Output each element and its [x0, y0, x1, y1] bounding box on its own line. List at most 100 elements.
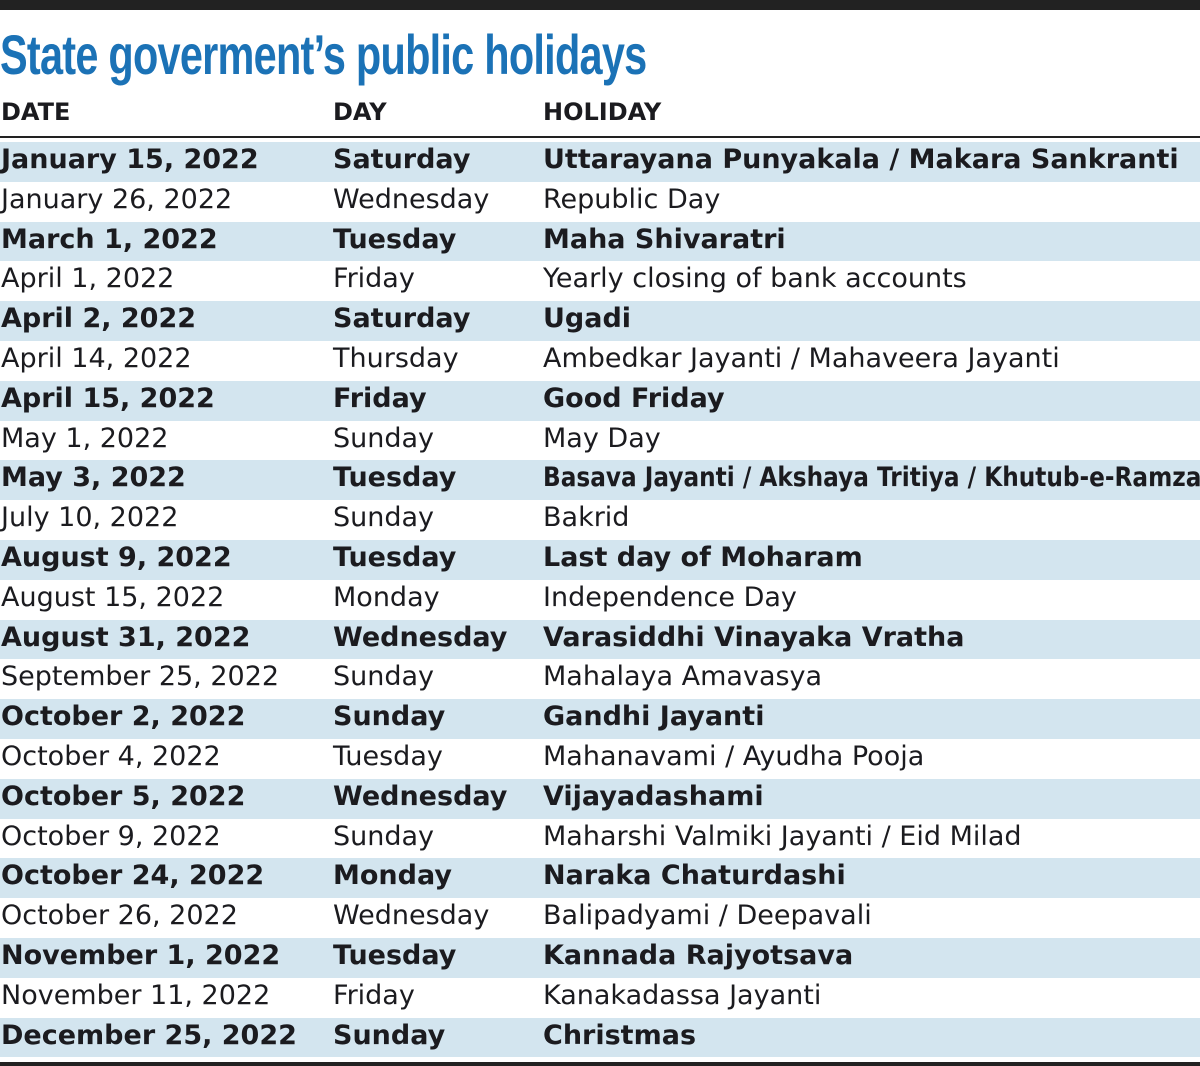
day-cell: Sunday — [333, 422, 435, 454]
date-cell: April 1, 2022 — [1, 263, 175, 295]
day-cell: Wednesday — [333, 900, 490, 932]
date-cell: April 15, 2022 — [1, 382, 215, 414]
date-cell: October 24, 2022 — [1, 860, 265, 892]
day-cell: Thursday — [333, 342, 459, 374]
holiday-cell: Bakrid — [543, 502, 630, 534]
header-day: DAY — [333, 98, 387, 126]
table-row: October 2, 2022 Sunday Gandhi Jayanti — [0, 699, 1200, 739]
holiday-cell: Balipadyami / Deepavali — [543, 900, 872, 932]
date-cell: August 31, 2022 — [1, 621, 251, 653]
header-date: DATE — [1, 98, 71, 126]
day-cell: Tuesday — [333, 462, 457, 494]
holiday-cell: Maharshi Valmiki Jayanti / Eid Milad — [543, 820, 1022, 852]
date-cell: August 15, 2022 — [1, 581, 225, 613]
page-title: State goverment’s public holidays — [0, 23, 647, 86]
date-cell: September 25, 2022 — [1, 661, 280, 693]
date-cell: March 1, 2022 — [1, 223, 218, 255]
table-row: May 1, 2022 Sunday May Day — [0, 421, 1200, 461]
holiday-cell: Last day of Moharam — [543, 541, 863, 573]
holiday-cell: Ugadi — [543, 303, 632, 335]
day-cell: Tuesday — [333, 541, 457, 573]
day-cell: Friday — [333, 382, 427, 414]
day-cell: Tuesday — [333, 740, 443, 772]
day-cell: Wednesday — [333, 780, 508, 812]
date-cell: October 26, 2022 — [1, 900, 238, 932]
holiday-cell: Naraka Chaturdashi — [543, 860, 846, 892]
bottom-rule — [0, 1062, 1200, 1066]
holiday-cell: Basava Jayanti / Akshaya Tritiya / Khutu… — [543, 462, 1200, 494]
day-cell: Monday — [333, 581, 440, 613]
date-cell: January 15, 2022 — [1, 144, 259, 175]
holiday-cell: Yearly closing of bank accounts — [543, 263, 967, 295]
table-row: October 9, 2022 Sunday Maharshi Valmiki Ja… — [0, 819, 1200, 859]
table-row: April 14, 2022 Thursday Ambedkar Jayanti /… — [0, 341, 1200, 381]
day-cell: Friday — [333, 263, 415, 295]
date-cell: July 10, 2022 — [1, 502, 179, 534]
day-cell: Sunday — [333, 701, 446, 733]
table-row: January 15, 2022 Saturday Uttarayana Punya… — [0, 142, 1200, 182]
holiday-table: January 15, 2022 Saturday Uttarayana Punya… — [0, 142, 1200, 1058]
date-cell: January 26, 2022 — [1, 183, 233, 215]
header-rule — [0, 136, 1200, 138]
date-cell: May 3, 2022 — [1, 462, 186, 494]
day-cell: Sunday — [333, 820, 435, 852]
table-row: October 4, 2022 Tuesday Mahanavami / Ayudh… — [0, 739, 1200, 779]
day-cell: Sunday — [333, 1019, 446, 1051]
holiday-cell: Varasiddhi Vinayaka Vratha — [543, 621, 965, 653]
day-cell: Wednesday — [333, 183, 490, 215]
date-cell: May 1, 2022 — [1, 422, 169, 454]
holiday-cell: Ambedkar Jayanti / Mahaveera Jayanti — [543, 342, 1060, 374]
table-row: April 1, 2022 Friday Yearly closing of ban… — [0, 261, 1200, 301]
table-row: November 11, 2022 Friday Kanakadassa Jayan… — [0, 978, 1200, 1018]
date-cell: April 14, 2022 — [1, 342, 192, 374]
table-row: October 24, 2022 Monday Naraka Chaturdashi — [0, 858, 1200, 899]
day-cell: Sunday — [333, 502, 435, 534]
table-row: December 25, 2022 Sunday Christmas — [0, 1017, 1200, 1058]
holiday-cell: Gandhi Jayanti — [543, 701, 765, 733]
holiday-cell: Mahalaya Amavasya — [543, 661, 823, 693]
table-row: March 1, 2022 Tuesday Maha Shivaratri — [0, 221, 1200, 262]
table-row: September 25, 2022 Sunday Mahalaya Amavasy… — [0, 659, 1200, 699]
date-cell: December 25, 2022 — [1, 1019, 297, 1051]
day-cell: Saturday — [333, 144, 471, 175]
holiday-cell: Vijayadashami — [543, 780, 764, 812]
table-row: October 26, 2022 Wednesday Balipadyami / D… — [0, 898, 1200, 938]
table-row: July 10, 2022 Sunday Bakrid — [0, 500, 1200, 540]
holiday-cell: Kanakadassa Jayanti — [543, 979, 822, 1011]
date-cell: April 2, 2022 — [1, 303, 197, 335]
holiday-cell: Maha Shivaratri — [543, 223, 786, 255]
table-row: August 9, 2022 Tuesday Last day of Moharam — [0, 539, 1200, 580]
header-holiday: HOLIDAY — [543, 98, 662, 126]
top-rule — [0, 0, 1200, 10]
holiday-cell: Independence Day — [543, 581, 797, 613]
holiday-cell: Good Friday — [543, 382, 725, 414]
table-header: DATE DAY HOLIDAY — [0, 96, 1200, 136]
date-cell: November 11, 2022 — [1, 979, 271, 1011]
table-row: November 1, 2022 Tuesday Kannada Rajyotsav… — [0, 937, 1200, 978]
holiday-cell: Mahanavami / Ayudha Pooja — [543, 740, 925, 772]
date-cell: October 9, 2022 — [1, 820, 221, 852]
date-cell: August 9, 2022 — [1, 541, 232, 573]
date-cell: November 1, 2022 — [1, 939, 281, 971]
day-cell: Saturday — [333, 303, 471, 335]
date-cell: October 4, 2022 — [1, 740, 221, 772]
table-row: October 5, 2022 Wednesday Vijayadashami — [0, 778, 1200, 819]
table-row: January 26, 2022 Wednesday Republic Day — [0, 182, 1200, 222]
holiday-cell: Christmas — [543, 1019, 697, 1051]
table-row: August 15, 2022 Monday Independence Day — [0, 580, 1200, 620]
holiday-cell: Kannada Rajyotsava — [543, 939, 854, 971]
holiday-cell: Uttarayana Punyakala / Makara Sankranti — [543, 144, 1179, 175]
date-cell: October 5, 2022 — [1, 780, 246, 812]
day-cell: Friday — [333, 979, 415, 1011]
holiday-cell: May Day — [543, 422, 661, 454]
table-row: August 31, 2022 Wednesday Varasiddhi Vinay… — [0, 619, 1200, 660]
day-cell: Wednesday — [333, 621, 508, 653]
table-row: May 3, 2022 Tuesday Basava Jayanti / Aksha… — [0, 460, 1200, 501]
date-cell: October 2, 2022 — [1, 701, 246, 733]
day-cell: Sunday — [333, 661, 435, 693]
day-cell: Monday — [333, 860, 452, 892]
day-cell: Tuesday — [333, 939, 457, 971]
holiday-cell: Republic Day — [543, 183, 721, 215]
table-row: April 15, 2022 Friday Good Friday — [0, 380, 1200, 421]
day-cell: Tuesday — [333, 223, 457, 255]
